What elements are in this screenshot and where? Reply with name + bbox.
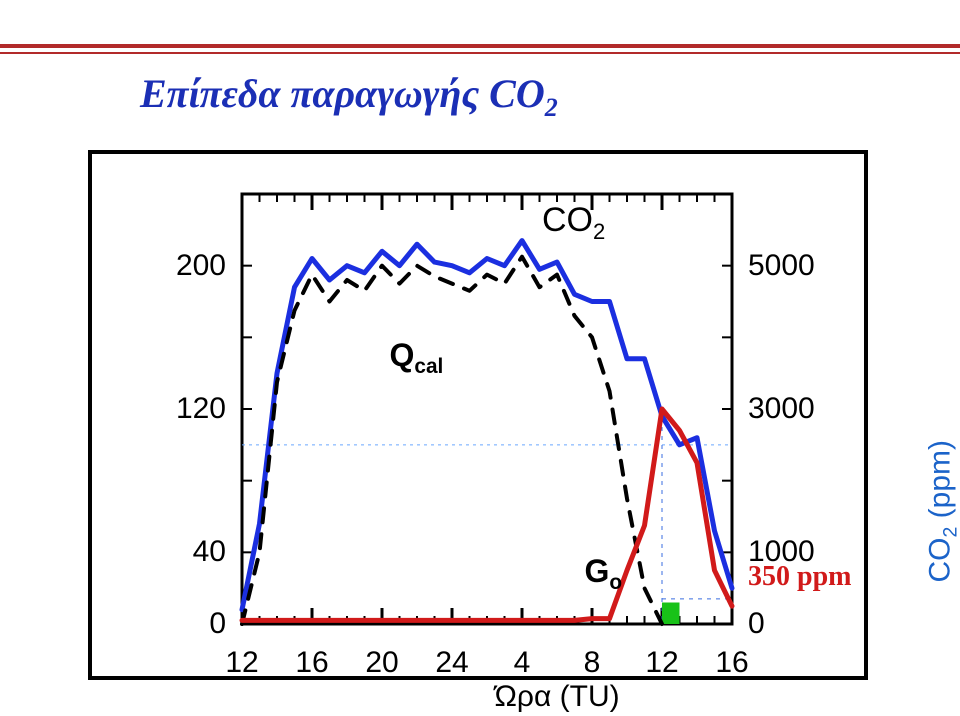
y-right-tick: 5000 bbox=[748, 249, 815, 283]
y-left-tick: 0 bbox=[209, 607, 226, 641]
y-right-label: CO2 (ppm) bbox=[924, 440, 960, 583]
qcal-label: Qcal bbox=[390, 337, 444, 379]
y-left-tick: 200 bbox=[176, 249, 226, 283]
x-tick: 12 bbox=[645, 646, 678, 680]
y-right-tick: 3000 bbox=[748, 392, 815, 426]
page: Επίπεδα παραγωγής CO2 Qcal, Go (W m-2) C… bbox=[0, 0, 960, 716]
rule-bottom bbox=[0, 52, 960, 54]
x-tick: 4 bbox=[514, 646, 531, 680]
go-label: Go bbox=[585, 553, 623, 595]
x-axis-label: Ώρα (ΤU) bbox=[494, 680, 619, 714]
x-tick: 16 bbox=[715, 646, 748, 680]
rule-top bbox=[0, 44, 960, 48]
y-right-tick: 0 bbox=[748, 607, 765, 641]
x-tick: 20 bbox=[365, 646, 398, 680]
ppm350-label: 350 ppm bbox=[748, 561, 851, 593]
title-text: Επίπεδα παραγωγής CO2 bbox=[140, 71, 558, 116]
x-tick: 8 bbox=[584, 646, 601, 680]
x-tick: 24 bbox=[435, 646, 468, 680]
x-tick: 16 bbox=[295, 646, 328, 680]
x-tick: 12 bbox=[225, 646, 258, 680]
y-left-tick: 120 bbox=[176, 392, 226, 426]
page-title: Επίπεδα παραγωγής CO2 bbox=[140, 70, 558, 123]
co2-label: CO2 bbox=[542, 201, 605, 245]
y-left-tick: 40 bbox=[193, 535, 226, 569]
